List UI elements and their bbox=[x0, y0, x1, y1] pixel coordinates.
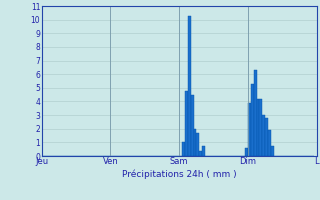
Bar bbox=[185, 91, 188, 156]
Bar bbox=[268, 130, 271, 156]
Bar bbox=[254, 70, 257, 156]
Bar bbox=[260, 99, 262, 156]
Bar bbox=[202, 146, 205, 156]
Bar bbox=[196, 133, 199, 156]
Bar bbox=[199, 151, 202, 156]
Bar bbox=[271, 146, 274, 156]
Bar bbox=[257, 99, 260, 156]
Bar bbox=[245, 148, 248, 156]
Bar bbox=[188, 16, 191, 156]
Bar bbox=[262, 115, 265, 156]
Bar bbox=[251, 84, 254, 156]
Bar bbox=[194, 129, 196, 156]
X-axis label: Précipitations 24h ( mm ): Précipitations 24h ( mm ) bbox=[122, 169, 236, 179]
Bar bbox=[265, 118, 268, 156]
Bar bbox=[191, 95, 194, 156]
Bar bbox=[248, 103, 251, 156]
Bar bbox=[182, 142, 185, 156]
